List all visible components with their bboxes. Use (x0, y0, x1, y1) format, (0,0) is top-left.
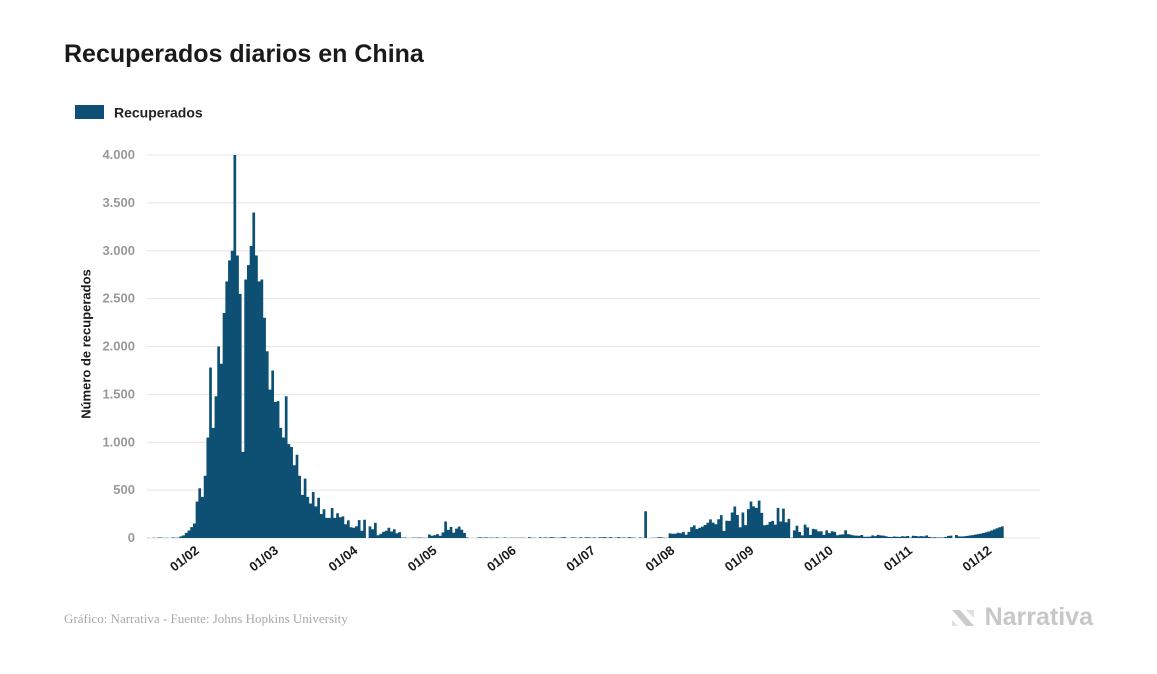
svg-text:2.500: 2.500 (102, 291, 135, 306)
svg-text:4.000: 4.000 (102, 147, 135, 162)
svg-text:01/03: 01/03 (246, 543, 281, 575)
svg-text:500: 500 (113, 482, 135, 497)
svg-text:01/06: 01/06 (484, 543, 519, 575)
svg-text:2.000: 2.000 (102, 339, 135, 354)
svg-text:01/10: 01/10 (801, 543, 836, 575)
svg-text:01/04: 01/04 (325, 542, 360, 574)
svg-text:01/07: 01/07 (563, 543, 598, 575)
svg-text:01/05: 01/05 (405, 543, 440, 575)
svg-text:01/08: 01/08 (642, 543, 677, 575)
svg-text:3.500: 3.500 (102, 195, 135, 210)
svg-text:01/11: 01/11 (881, 543, 915, 574)
svg-text:0: 0 (128, 530, 135, 545)
svg-text:01/02: 01/02 (167, 543, 202, 575)
svg-text:1.500: 1.500 (102, 386, 135, 401)
svg-text:1.000: 1.000 (102, 434, 135, 449)
svg-text:3.000: 3.000 (102, 243, 135, 258)
svg-text:01/09: 01/09 (722, 543, 757, 575)
svg-text:01/12: 01/12 (959, 543, 994, 575)
